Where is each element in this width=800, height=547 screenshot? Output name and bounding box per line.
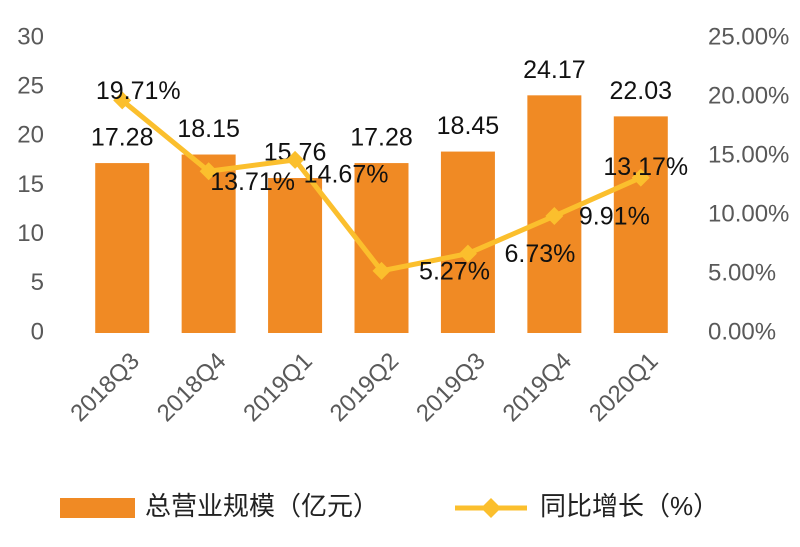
y-tick-label: 25 <box>17 73 44 100</box>
y2-tick-label: 25.00% <box>708 23 789 50</box>
y-tick-label: 15 <box>17 171 44 198</box>
x-tick-label: 2019Q2 <box>325 348 404 427</box>
line-marker <box>113 91 132 110</box>
x-tick-label: 2018Q3 <box>65 348 144 427</box>
line-value-label: 13.17% <box>603 153 688 181</box>
line-value-label: 14.67% <box>304 161 389 189</box>
line-marker <box>631 168 650 187</box>
bar-value-label: 17.28 <box>350 124 413 152</box>
bar <box>268 178 323 333</box>
legend-label: 总营业规模（亿元） <box>145 491 379 521</box>
legend-swatch-marker <box>481 498 501 518</box>
bar-value-label: 22.03 <box>610 77 673 105</box>
y2-tick-label: 0.00% <box>708 318 776 345</box>
line-marker <box>545 207 564 226</box>
y-tick-label: 0 <box>31 318 44 345</box>
x-tick-label: 2019Q4 <box>498 348 577 427</box>
line-value-label: 5.27% <box>419 257 490 285</box>
legend-swatch <box>60 498 135 518</box>
bar <box>181 154 236 333</box>
bar <box>95 163 150 333</box>
bar-value-label: 18.45 <box>437 112 500 140</box>
x-tick-label: 2020Q1 <box>584 348 663 427</box>
line-value-label: 9.91% <box>579 203 650 231</box>
line-value-label: 6.73% <box>504 240 575 268</box>
x-tick-label: 2019Q1 <box>238 348 317 427</box>
x-tick-label: 2018Q4 <box>152 348 231 427</box>
y-tick-label: 10 <box>17 220 44 247</box>
y-tick-label: 5 <box>31 269 44 296</box>
y2-tick-label: 20.00% <box>708 82 789 109</box>
line-value-label: 13.71% <box>210 168 295 196</box>
line-marker <box>372 261 391 280</box>
line-marker <box>199 162 218 181</box>
y2-tick-label: 10.00% <box>708 200 789 227</box>
bar <box>440 151 495 333</box>
line-marker <box>458 244 477 263</box>
bar <box>613 116 668 333</box>
line-value-label: 19.71% <box>96 77 181 105</box>
x-tick-label: 2019Q3 <box>411 348 490 427</box>
bar-value-label: 18.15 <box>177 115 240 143</box>
bar-value-label: 24.17 <box>523 56 586 84</box>
y-tick-label: 20 <box>17 122 44 149</box>
y-tick-label: 30 <box>17 23 44 50</box>
y2-tick-label: 15.00% <box>708 141 789 168</box>
bar-value-label: 17.28 <box>91 124 154 152</box>
y2-tick-label: 5.00% <box>708 259 776 286</box>
legend-label: 同比增长（%） <box>540 491 719 521</box>
line-marker <box>286 150 305 169</box>
